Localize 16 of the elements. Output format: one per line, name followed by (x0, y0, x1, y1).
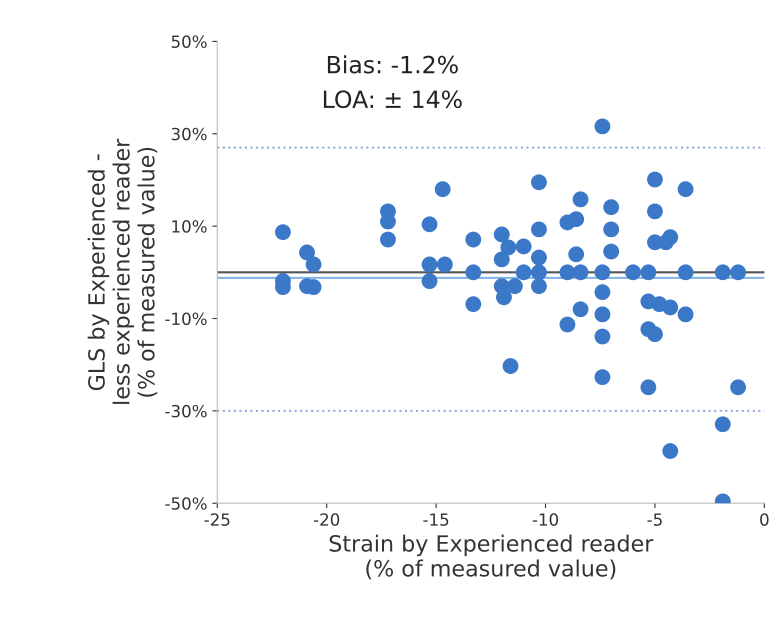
x-tick-label: -10 (532, 513, 558, 526)
y-tick-label: -30% (165, 404, 207, 418)
y-axis-title: GLS by Experienced - less experienced reader (% of measured value) (88, 138, 158, 404)
y-tick-label: 10% (172, 220, 207, 233)
x-tick-label: 0 (760, 513, 769, 526)
x-tick-label: -15 (423, 513, 448, 526)
x-axis-title: Strain by Experienced reader (% of measured value) (330, 534, 654, 580)
y-tick-label: -50% (165, 497, 207, 510)
y-tick-label: 30% (172, 128, 207, 140)
x-tick-label: -5 (647, 513, 662, 526)
y-tick-label: -10% (165, 312, 207, 326)
annotation: Bias: -1.2% (328, 55, 458, 74)
annotation: LOA: ± 14% (324, 90, 462, 108)
x-tick-label: -25 (204, 513, 230, 526)
y-tick-label: 50% (172, 35, 207, 48)
x-tick-label: -20 (314, 513, 340, 526)
